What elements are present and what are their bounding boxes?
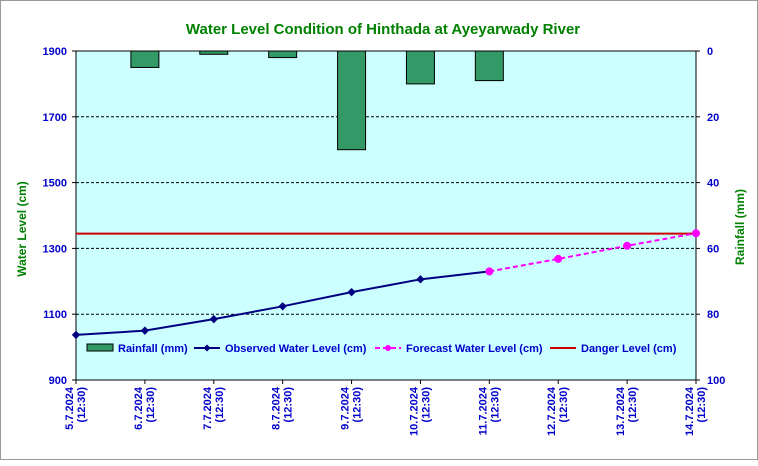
legend-observed-marker <box>203 344 211 352</box>
legend: Rainfall (mm) Observed Water Level (cm) Fo… <box>86 343 677 355</box>
x-tick-date: 12.7.2024 <box>546 386 558 436</box>
x-tick-date: 7.7.2024 <box>202 386 214 430</box>
right-tick-label: 0 <box>707 46 713 58</box>
x-tick-date: 5.7.2024 <box>64 386 76 430</box>
x-axis: 5.7.2024(12:30) 6.7.2024(12:30) 7.7.2024(1… <box>64 380 708 436</box>
x-tick-label: 10.7.2024(12:30) <box>408 386 432 436</box>
forecast-water-level-point <box>485 267 494 276</box>
rainfall-bar <box>130 50 160 68</box>
legend-forecast-marker <box>385 345 391 351</box>
left-tick-label: 1700 <box>43 112 67 124</box>
x-tick-date: 14.7.2024 <box>684 386 696 436</box>
forecast-water-level-point <box>623 241 632 250</box>
x-tick-label: 12.7.2024(12:30) <box>546 386 570 436</box>
rainfall-bar <box>474 50 504 82</box>
legend-forecast-label: Forecast Water Level (cm) <box>406 343 543 355</box>
rainfall-bar <box>405 50 435 85</box>
x-tick-time: (12:30) <box>214 387 226 423</box>
legend-danger-label: Danger Level (cm) <box>581 343 677 355</box>
legend-rainfall-swatch <box>86 343 114 352</box>
right-tick-label: 80 <box>707 309 719 321</box>
x-tick-label: 11.7.2024(12:30) <box>477 386 501 435</box>
x-tick-label: 8.7.2024(12:30) <box>271 386 295 430</box>
rainfall-bar <box>199 50 229 55</box>
left-tick-label: 1900 <box>43 46 67 58</box>
x-tick-date: 13.7.2024 <box>615 386 627 436</box>
x-tick-date: 10.7.2024 <box>408 386 420 436</box>
x-tick-label: 6.7.2024(12:30) <box>133 386 157 430</box>
left-tick-label: 900 <box>49 375 67 387</box>
observed-water-level-point <box>209 314 218 324</box>
x-tick-time: (12:30) <box>489 387 501 423</box>
x-tick-label: 13.7.2024(12:30) <box>615 386 639 436</box>
right-tick-label: 100 <box>707 375 725 387</box>
x-tick-time: (12:30) <box>696 387 708 423</box>
observed-water-level-point <box>416 275 425 284</box>
observed-water-level-point <box>278 302 287 311</box>
x-tick-label: 7.7.2024(12:30) <box>202 386 226 430</box>
right-tick-label: 20 <box>707 112 719 124</box>
legend-rainfall-label: Rainfall (mm) <box>118 343 188 355</box>
left-tick-label: 1500 <box>43 178 67 190</box>
rainfall-bars <box>130 50 504 151</box>
x-tick-date: 8.7.2024 <box>271 386 283 430</box>
rainfall-bar <box>268 50 298 59</box>
observed-water-level-point <box>71 330 81 340</box>
x-tick-label: 9.7.2024(12:30) <box>340 386 364 430</box>
right-tick-label: 40 <box>707 178 719 190</box>
legend-observed-label: Observed Water Level (cm) <box>225 343 367 355</box>
left-tick-label: 1100 <box>43 309 67 321</box>
forecast-water-level-point <box>554 254 563 263</box>
x-tick-label: 14.7.2024(12:30) <box>684 386 708 436</box>
x-tick-time: (12:30) <box>420 387 432 423</box>
x-tick-time: (12:30) <box>76 387 88 423</box>
x-tick-date: 11.7.2024 <box>477 386 489 435</box>
water-level-lines <box>71 229 700 340</box>
forecast-water-level-line <box>489 232 697 273</box>
forecast-water-level-point <box>692 229 700 238</box>
x-tick-date: 6.7.2024 <box>133 386 145 430</box>
right-axis: 0 20 40 60 80 100 <box>696 46 725 387</box>
x-tick-time: (12:30) <box>283 387 295 423</box>
right-tick-label: 60 <box>707 243 719 255</box>
observed-water-level-point <box>347 287 356 297</box>
left-tick-label: 1300 <box>43 243 67 255</box>
left-axis: 900 1100 1300 1500 1700 1900 <box>43 46 76 387</box>
plot-area <box>75 50 697 381</box>
chart-title: Water Level Condition of Hinthada at Aye… <box>186 21 580 38</box>
x-tick-date: 9.7.2024 <box>340 386 352 430</box>
x-tick-label: 5.7.2024(12:30) <box>64 386 88 430</box>
x-tick-time: (12:30) <box>558 387 570 423</box>
x-tick-time: (12:30) <box>352 387 364 423</box>
right-axis-label: Rainfall (mm) <box>733 189 747 265</box>
grid-lines <box>76 50 696 315</box>
left-axis-label: Water Level (cm) <box>15 181 29 277</box>
x-tick-time: (12:30) <box>145 387 157 423</box>
observed-water-level-point <box>140 326 150 335</box>
rainfall-bar <box>337 50 367 151</box>
x-tick-time: (12:30) <box>627 387 639 423</box>
